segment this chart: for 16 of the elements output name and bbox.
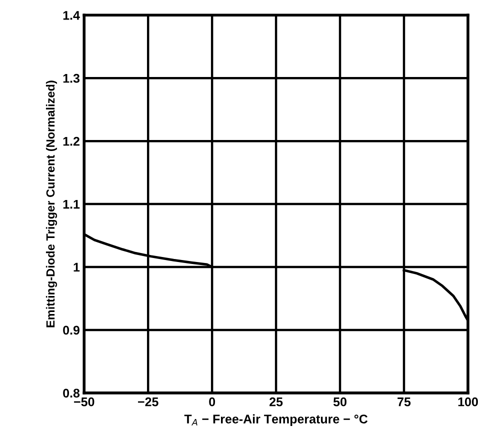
y-tick-label: 1.4 bbox=[63, 11, 80, 20]
y-tick-label: 1.1 bbox=[63, 200, 80, 209]
x-axis-title: T$_{A}$ − Free-Air Temperature − °C bbox=[184, 414, 368, 426]
y-tick-label: 1.2 bbox=[63, 136, 80, 146]
x-tick-label: 0 bbox=[209, 397, 216, 406]
x-tick-label: −50 bbox=[74, 397, 94, 406]
y-tick-label: 1 bbox=[74, 262, 80, 272]
y-tick-label: 1.3 bbox=[63, 74, 80, 83]
x-tick-label: −25 bbox=[138, 397, 158, 406]
x-tick-label: 100 bbox=[458, 397, 478, 406]
x-tick-label: 75 bbox=[398, 398, 411, 406]
y-tick-label: 0.9 bbox=[63, 326, 80, 335]
x-tick-label: 50 bbox=[333, 397, 346, 406]
y-axis-title: Emitting-Diode Trigger Current (Normalized) bbox=[46, 80, 58, 328]
y-tick-label: 0.8 bbox=[63, 388, 80, 398]
x-tick-label: 25 bbox=[270, 397, 283, 406]
